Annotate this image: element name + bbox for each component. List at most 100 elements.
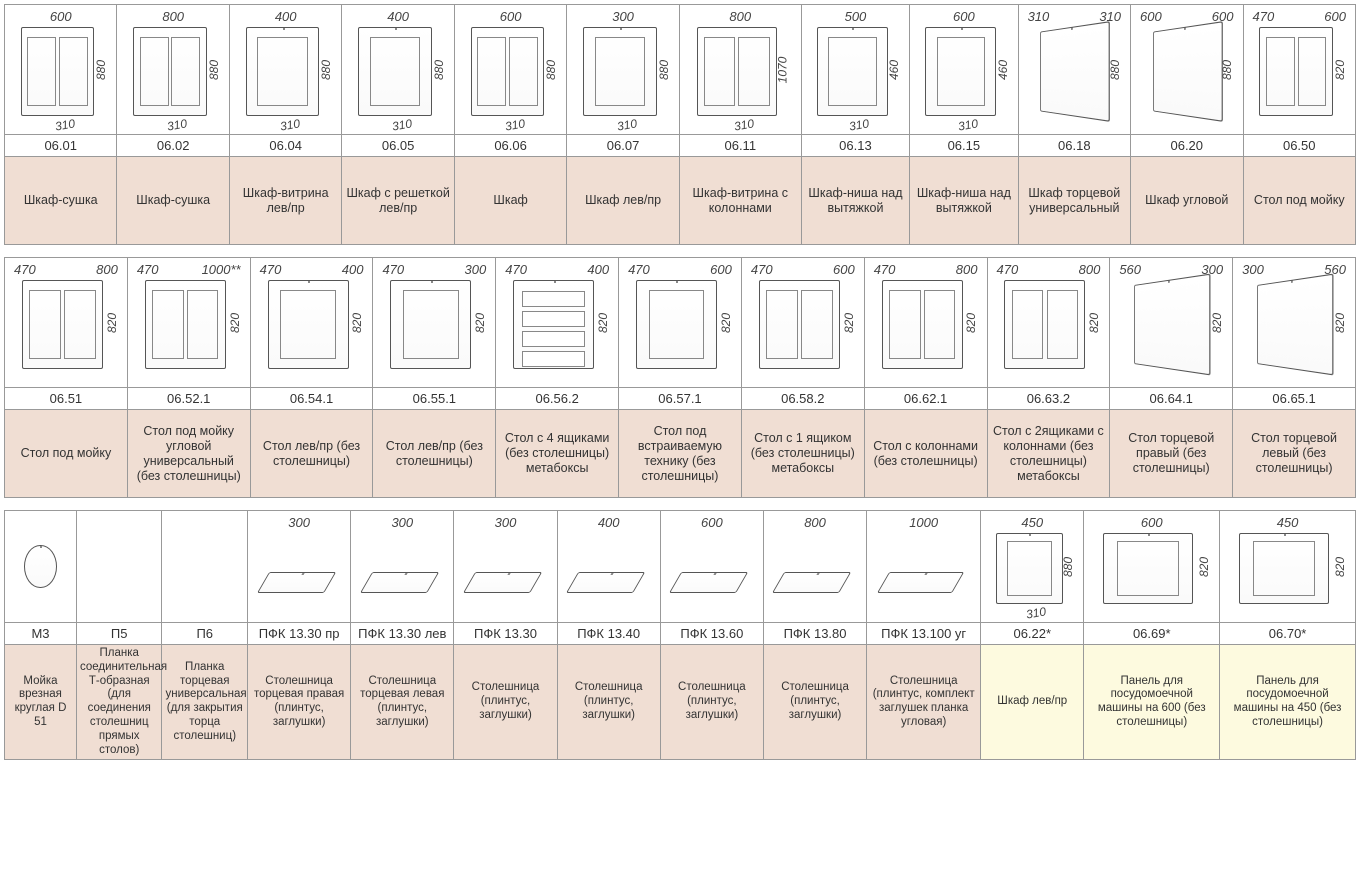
product-description: Шкаф	[454, 157, 566, 245]
product-code: 06.55.1	[373, 388, 496, 410]
product-sketch	[1257, 274, 1333, 376]
dim-height: 820	[1197, 556, 1211, 576]
product-image: 310310880	[1022, 7, 1127, 132]
product-sketch	[21, 27, 95, 116]
product-image: 450820	[1223, 513, 1352, 620]
product-sketch	[358, 27, 432, 116]
image-cell: 450820	[1220, 511, 1356, 623]
dim-height: 880	[657, 59, 671, 79]
image-cell	[162, 511, 248, 623]
dim-top-left: 470	[137, 262, 159, 277]
dim-depth: 310	[1025, 604, 1047, 621]
image-cell: 8001070310	[679, 5, 801, 135]
dim-height: 820	[1087, 312, 1101, 332]
product-sketch	[636, 280, 717, 369]
image-cell: 470800820	[864, 258, 987, 388]
image-cell: 600460310	[910, 5, 1018, 135]
product-image: 470300820	[376, 260, 492, 385]
dim-height: 820	[105, 312, 119, 332]
product-sketch	[697, 27, 777, 116]
product-sketch	[360, 572, 440, 593]
dim-height: 820	[350, 312, 364, 332]
product-image: 470800820	[8, 260, 124, 385]
catalog-table-2: 3003003004006008001000450880310600820450…	[4, 510, 1356, 760]
dim-top-left: 470	[1253, 9, 1275, 24]
product-description: Столешница (плинтус, заглушки)	[557, 645, 660, 760]
product-description: Стол под мойку	[5, 410, 128, 498]
product-description: Шкаф-ниша над вытяжкой	[910, 157, 1018, 245]
dim-height: 880	[207, 59, 221, 79]
product-image: 470400820	[254, 260, 370, 385]
product-image: 470800820	[991, 260, 1107, 385]
dim-top-left: 600	[1140, 9, 1162, 24]
image-cell: 470800820	[987, 258, 1110, 388]
dim-height: 820	[842, 312, 856, 332]
product-code: ПФК 13.30 пр	[248, 623, 351, 645]
image-cell: 470400820	[250, 258, 373, 388]
image-cell: 800	[763, 511, 866, 623]
dim-depth: 310	[279, 116, 301, 133]
image-cell: 470400820	[496, 258, 619, 388]
product-code: 06.01	[5, 135, 117, 157]
product-description: Шкаф-витрина с колоннами	[679, 157, 801, 245]
dim-height: 820	[964, 312, 978, 332]
product-description: Стол с колоннами (без столешницы)	[864, 410, 987, 498]
product-image: 1000	[870, 513, 977, 620]
product-image: 300	[251, 513, 347, 620]
product-image: 470600820	[622, 260, 738, 385]
catalog-table-1: 4708008204701000**8204704008204703008204…	[4, 257, 1356, 498]
dim-width: 300	[457, 515, 553, 530]
product-image: 470800820	[868, 260, 984, 385]
product-sketch	[22, 280, 103, 369]
dim-depth: 310	[848, 116, 870, 133]
dim-height: 880	[1061, 556, 1075, 576]
product-code: 06.58.2	[741, 388, 864, 410]
dim-width: 600	[8, 9, 113, 24]
dim-height: 820	[596, 312, 610, 332]
image-cell: 600880310	[454, 5, 566, 135]
product-sketch	[390, 280, 471, 369]
dim-height: 820	[1333, 312, 1347, 332]
product-code: 06.13	[801, 135, 909, 157]
product-image: 600	[664, 513, 760, 620]
dim-depth: 310	[733, 116, 755, 133]
product-description: Стол под мойку угловой универсальный (бе…	[127, 410, 250, 498]
product-description: Шкаф-витрина лев/пр	[229, 157, 341, 245]
dim-width: 300	[251, 515, 347, 530]
product-sketch	[256, 572, 336, 593]
product-code: 06.06	[454, 135, 566, 157]
image-cell: 310310880	[1018, 5, 1130, 135]
dim-width: 600	[664, 515, 760, 530]
dim-width: 800	[767, 515, 863, 530]
dim-depth: 310	[504, 116, 526, 133]
product-code: M3	[5, 623, 77, 645]
product-sketch	[772, 572, 852, 593]
image-cell: 470800820	[5, 258, 128, 388]
product-sketch	[1103, 533, 1193, 604]
product-code: ПФК 13.40	[557, 623, 660, 645]
product-code: 06.50	[1243, 135, 1356, 157]
product-code: 06.51	[5, 388, 128, 410]
dim-height: 880	[544, 59, 558, 79]
product-code: 06.18	[1018, 135, 1130, 157]
product-code: 06.20	[1131, 135, 1243, 157]
product-code: 06.05	[342, 135, 454, 157]
dim-top-left: 470	[505, 262, 527, 277]
image-cell: 600600880	[1131, 5, 1243, 135]
product-sketch	[583, 27, 657, 116]
image-cell: 4701000**820	[127, 258, 250, 388]
product-description: Мойка врезная круглая D 51	[5, 645, 77, 760]
dim-depth: 310	[166, 116, 188, 133]
dim-width: 800	[683, 9, 798, 24]
product-sketch	[1259, 27, 1333, 116]
product-sketch	[513, 280, 594, 369]
product-image: 600880310	[458, 7, 563, 132]
product-sketch	[471, 27, 545, 116]
product-code: ПФК 13.30 лев	[351, 623, 454, 645]
dim-depth: 310	[391, 116, 413, 133]
dim-top-left: 470	[628, 262, 650, 277]
product-image: 300	[354, 513, 450, 620]
dim-width: 400	[345, 9, 450, 24]
dim-width: 450	[984, 515, 1080, 530]
product-code: 06.57.1	[619, 388, 742, 410]
